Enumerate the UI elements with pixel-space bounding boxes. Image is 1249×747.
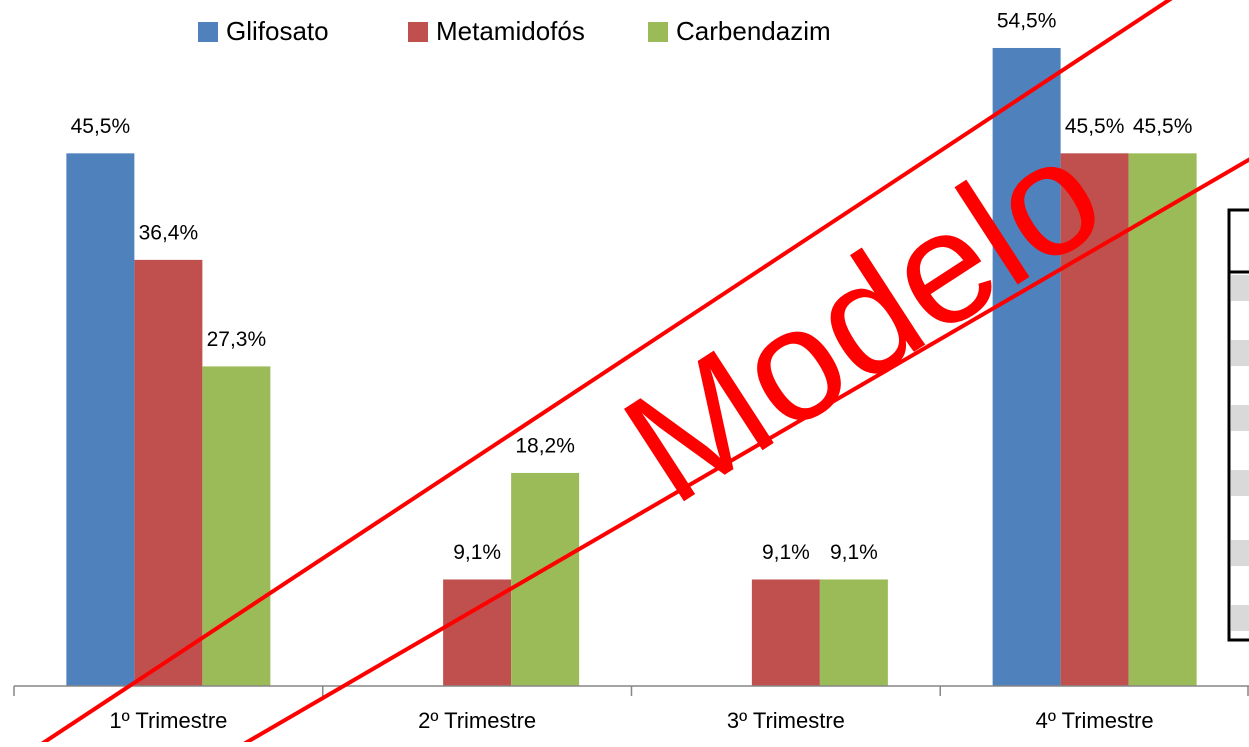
data-label: 9,1% <box>830 541 878 564</box>
data-label: 54,5% <box>997 10 1057 33</box>
bar <box>1060 153 1129 687</box>
bar <box>819 579 888 686</box>
x-tick-label: 3º Trimestre <box>727 708 845 733</box>
legend-swatch <box>648 22 668 42</box>
bar <box>511 472 580 686</box>
bar <box>202 366 271 686</box>
x-tick-label: 2º Trimestre <box>418 708 536 733</box>
data-label: 9,1% <box>453 541 501 564</box>
legend-label: Glifosato <box>226 16 329 46</box>
bar <box>134 259 203 686</box>
watermark-line <box>38 0 1173 747</box>
x-tick-label: 4º Trimestre <box>1036 708 1154 733</box>
data-label: 45,5% <box>1133 115 1193 138</box>
data-label: 27,3% <box>207 328 267 351</box>
data-label: 18,2% <box>515 434 575 457</box>
table-fragment <box>1227 208 1249 642</box>
x-tick-label: 1º Trimestre <box>109 708 227 733</box>
data-label: 45,5% <box>1065 115 1125 138</box>
legend-swatch <box>408 22 428 42</box>
data-label: 9,1% <box>762 541 810 564</box>
legend-label: Metamidofós <box>436 16 585 46</box>
bar <box>66 153 135 687</box>
bar <box>992 47 1061 687</box>
bar <box>751 579 820 686</box>
legend-label: Carbendazim <box>676 16 831 46</box>
watermark-line <box>240 157 1249 747</box>
legend-swatch <box>198 22 218 42</box>
data-label: 36,4% <box>139 221 199 244</box>
bar <box>1128 153 1197 687</box>
data-label: 45,5% <box>71 115 131 138</box>
